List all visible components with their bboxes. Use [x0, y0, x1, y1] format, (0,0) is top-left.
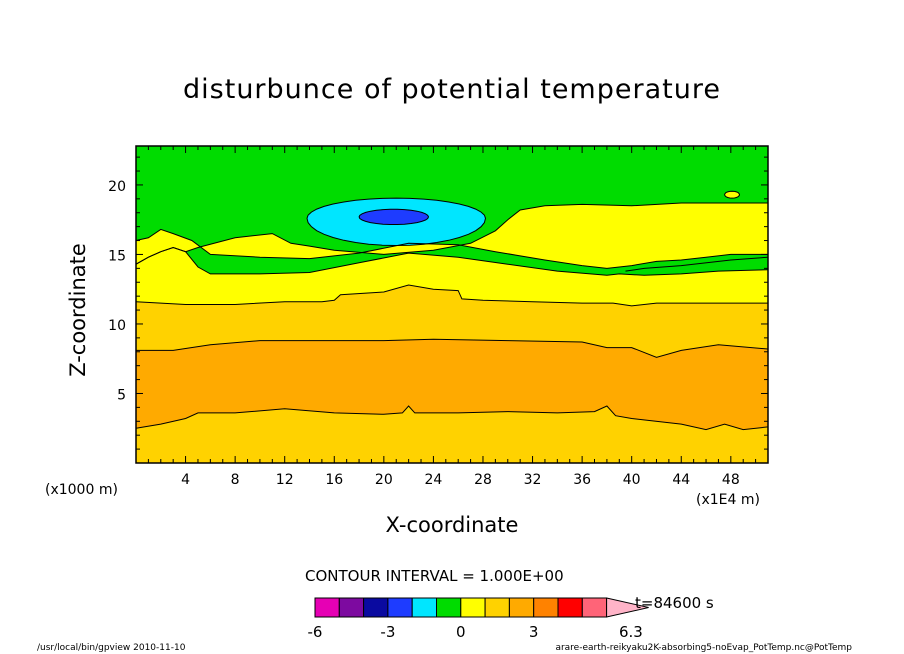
x-tick-label: 36 [573, 472, 591, 488]
x-tick-label: 12 [276, 472, 294, 488]
x-tick-label: 4 [181, 472, 190, 488]
contour-line-2 [136, 338, 769, 358]
colorbar-label: -6 [308, 623, 323, 641]
contour-line-7 [625, 256, 769, 272]
footer-left: /usr/local/bin/gpview 2010-11-10 [37, 643, 186, 653]
x-tick-label: 48 [722, 472, 740, 488]
x-tick-label: 20 [375, 472, 393, 488]
colorbar-arrow [606, 597, 649, 618]
region-yellow-tongue [136, 203, 768, 269]
footer-right: arare-earth-reikyaku2K-absorbing5-noEvap… [555, 643, 852, 653]
contour-fills [136, 146, 768, 463]
colorbar-swatch [557, 597, 583, 618]
colorbar-swatch [387, 597, 413, 618]
colorbar-label: 3 [529, 623, 539, 641]
plot-border [135, 145, 769, 464]
contour-line-6 [135, 228, 768, 269]
contour-line-5 [135, 202, 768, 265]
x-tick-label: 28 [474, 472, 492, 488]
y-ticks: 5 10 15 20 [108, 179, 126, 404]
contour-line-3 [135, 284, 768, 307]
colorbar-swatch [436, 597, 462, 618]
y-tick-label: 20 [108, 179, 126, 195]
x-tick-label: 44 [672, 472, 690, 488]
x-axis-multiplier: (x1E4 m) [696, 492, 760, 508]
region-green-patch [625, 257, 768, 276]
x-ticks: 4 8 12 16 20 24 28 32 36 40 44 48 [181, 472, 740, 488]
contour-lines [135, 202, 769, 431]
contour-interval: CONTOUR INTERVAL = 1.000E+00 [305, 567, 564, 585]
contour-line-1 [135, 405, 769, 431]
y-tick-label: 5 [117, 387, 126, 403]
region-lower [136, 406, 768, 463]
colorbar-swatch [460, 597, 486, 618]
colorbar-swatch [484, 597, 510, 618]
x-tick-label: 16 [325, 472, 343, 488]
chart-title: disturbunce of potential temperature [183, 74, 721, 105]
colorbar-swatch [338, 597, 365, 618]
region-upper [136, 285, 768, 358]
colorbar-swatch [533, 597, 559, 618]
colorbar-swatch [314, 597, 340, 618]
y-axis-label: Z-coordinate [66, 243, 90, 377]
x-tick-label: 32 [524, 472, 542, 488]
colorbar-swatch [411, 597, 438, 618]
plot-frame [135, 145, 769, 464]
x-axis-label: X-coordinate [385, 513, 519, 537]
y-tick-label: 10 [108, 318, 126, 334]
colorbar-swatch [363, 597, 389, 618]
y-axis-multiplier: (x1000 m) [45, 482, 118, 498]
colorbar: -6 -3 0 3 6.3 [308, 597, 649, 641]
x-tick-label: 8 [231, 472, 240, 488]
colorbar-label: 6.3 [619, 623, 643, 641]
region-mid [136, 339, 768, 430]
colorbar-swatch [581, 597, 608, 618]
time-label: t=84600 s [635, 594, 714, 612]
x-tick-label: 40 [623, 472, 641, 488]
colorbar-label: 0 [456, 623, 466, 641]
region-island [724, 190, 741, 199]
colorbar-label: -3 [380, 623, 395, 641]
colorbar-swatch [508, 597, 535, 618]
region-yellow [136, 247, 768, 306]
region-blue [358, 208, 430, 225]
y-tick-label: 15 [108, 248, 126, 264]
x-tick-label: 24 [424, 472, 442, 488]
